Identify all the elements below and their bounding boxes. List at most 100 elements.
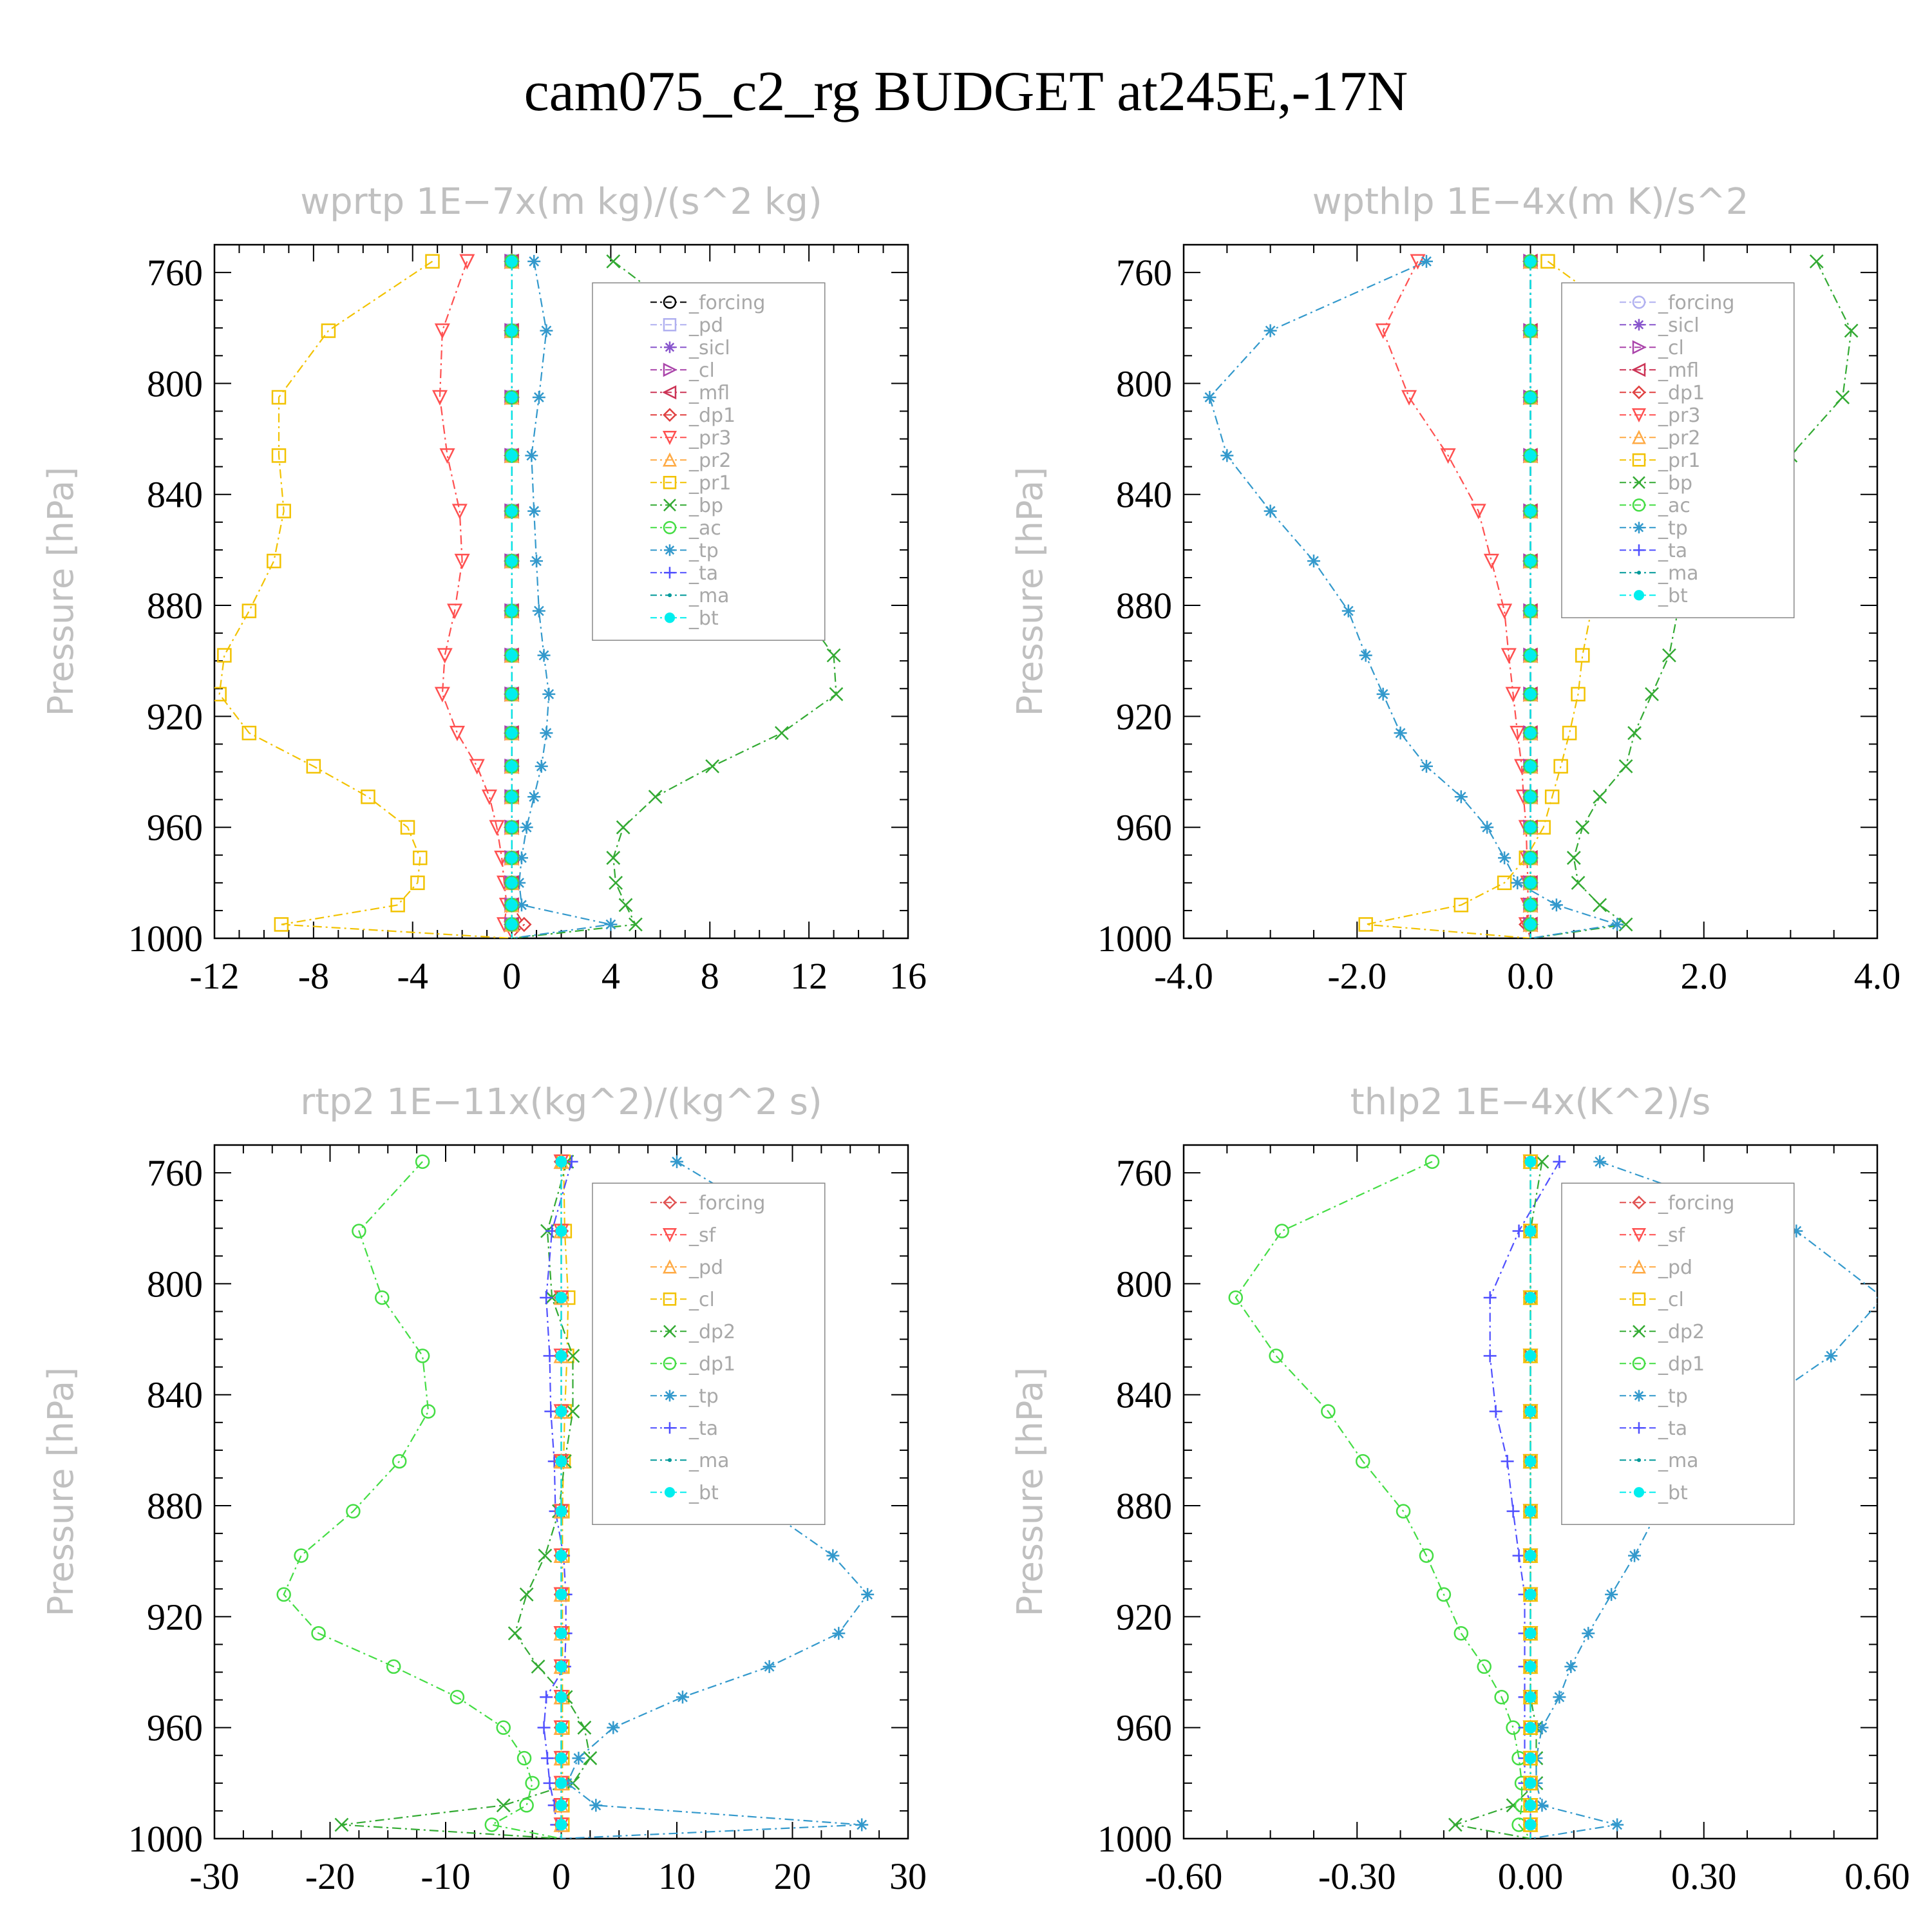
x-tick-label: 20	[774, 1855, 811, 1897]
data-point	[555, 1505, 567, 1517]
legend-label: _bt	[1658, 585, 1688, 607]
data-point	[565, 1404, 580, 1419]
data-point	[1524, 1549, 1537, 1562]
legend-label: _tp	[1658, 517, 1688, 540]
data-point	[530, 554, 544, 568]
panel-wpthlp: wpthlp 1E−4x(m K)/s^2 Pressure [hPa] 760 80…	[1010, 181, 1900, 997]
data-point	[519, 1587, 534, 1602]
y-tick-label: 920	[1116, 1596, 1172, 1638]
data-point	[506, 876, 518, 889]
data-point	[1553, 759, 1568, 774]
data-point	[410, 875, 425, 891]
legend-entry: _cl	[1619, 337, 1684, 359]
data-point	[1497, 603, 1513, 620]
data-point	[1524, 1455, 1537, 1468]
x-tick-label: -4	[397, 955, 428, 997]
data-point	[1358, 917, 1373, 932]
data-point	[449, 725, 465, 742]
data-point	[1524, 1819, 1537, 1831]
series-group	[276, 1153, 875, 1839]
data-point	[1396, 1504, 1411, 1519]
data-point	[1355, 1454, 1370, 1469]
data-point	[861, 1587, 875, 1601]
y-tick-label: 960	[1116, 1707, 1172, 1749]
data-point	[1524, 918, 1537, 931]
x-tick-label: 0	[502, 955, 521, 997]
data-point	[459, 254, 475, 270]
data-point	[609, 875, 623, 890]
data-point	[1524, 605, 1537, 617]
x-tick-label: -8	[298, 955, 329, 997]
legend-label: _sicl	[1658, 314, 1700, 337]
y-tick-label: 1000	[128, 918, 203, 960]
data-point	[527, 504, 541, 518]
legend-entry: _ma	[650, 1450, 730, 1472]
data-point	[1628, 1549, 1642, 1562]
series-line	[1209, 260, 1618, 938]
data-point	[346, 1504, 361, 1519]
legend-entry: _ac	[1619, 495, 1690, 517]
data-point	[774, 726, 789, 741]
series_dp1	[276, 1154, 562, 1839]
data-point	[496, 1798, 511, 1813]
series_pr3	[432, 254, 515, 938]
data-point	[400, 820, 415, 835]
y-tick-label: 800	[147, 363, 203, 404]
data-point	[1524, 1405, 1537, 1417]
y-tick-label: 800	[1116, 363, 1172, 404]
data-point	[506, 255, 518, 267]
y-tick-label: 880	[1116, 1485, 1172, 1527]
data-point	[1419, 759, 1433, 773]
data-point	[540, 1690, 553, 1704]
legend-entry: _forcing	[1619, 292, 1734, 314]
data-point	[439, 448, 455, 464]
data-point	[577, 1720, 592, 1735]
panel-title: rtp2 1E−11x(kg^2)/(kg^2 s)	[300, 1081, 822, 1123]
data-point	[1523, 1625, 1538, 1641]
x-tick-label: 0.00	[1498, 1855, 1564, 1897]
data-point	[604, 918, 618, 931]
data-point	[217, 648, 232, 663]
data-point	[1436, 1587, 1452, 1602]
data-point	[1524, 1691, 1537, 1703]
data-point	[1489, 1405, 1502, 1418]
data-point	[515, 898, 528, 912]
y-tick-label: 880	[147, 1485, 203, 1527]
data-point	[1566, 851, 1581, 865]
series_bt	[506, 255, 518, 938]
data-point	[527, 254, 541, 268]
y-tick-label: 920	[1116, 696, 1172, 737]
data-point	[1524, 1752, 1537, 1765]
legend-entry: _ac	[650, 517, 721, 540]
data-point	[532, 390, 545, 404]
data-point	[361, 790, 375, 804]
series_ta	[1483, 1155, 1566, 1839]
legend-entry: _bt	[650, 1482, 719, 1504]
x-tick-label: 4.0	[1854, 955, 1901, 997]
data-point	[506, 918, 518, 931]
legend-entry: _pr1	[650, 472, 731, 495]
data-point	[1498, 851, 1511, 865]
legend-entry: _tp	[650, 540, 719, 562]
data-point	[555, 1660, 567, 1672]
data-point	[1524, 555, 1537, 567]
data-point	[555, 1627, 567, 1640]
legend-label: _forcing	[688, 292, 765, 314]
legend-label: _dp2	[1658, 1321, 1705, 1343]
x-tick-label: 0.60	[1844, 1855, 1910, 1897]
data-point	[506, 852, 518, 864]
data-point	[375, 1290, 390, 1305]
legend-label: _forcing	[1658, 292, 1734, 314]
legend-entry: _dp2	[1619, 1321, 1705, 1343]
legend-label: _pd	[688, 314, 723, 337]
data-point	[1876, 1296, 1877, 1299]
legend-label: _sf	[1658, 1224, 1686, 1247]
data-point	[1835, 390, 1850, 404]
data-point	[542, 687, 556, 701]
legend-label: _ma	[1658, 562, 1699, 585]
data-point	[415, 1349, 430, 1363]
legend-entry: _forcing	[650, 1192, 765, 1215]
data-point	[540, 1291, 553, 1304]
data-point	[1264, 504, 1277, 518]
data-point	[276, 504, 291, 518]
